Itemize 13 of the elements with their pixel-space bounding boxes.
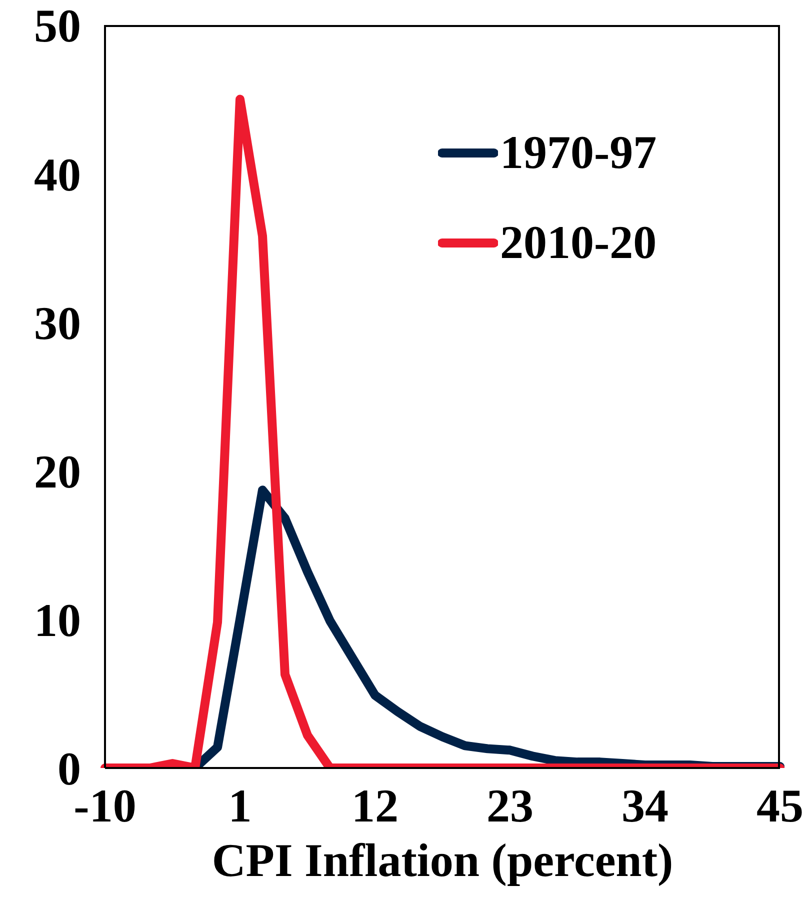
y-tick-label: 50 <box>34 0 81 53</box>
x-tick-label: 23 <box>486 780 534 832</box>
y-tick-label: 20 <box>34 446 81 498</box>
legend-label: 1970-97 <box>500 126 657 180</box>
x-tick-label: 12 <box>352 780 398 832</box>
x-tick-label: 45 <box>756 780 804 832</box>
y-tick-label: 40 <box>34 149 81 202</box>
x-axis-title: CPI Inflation (percent) <box>212 835 674 887</box>
y-tick-label: 30 <box>34 298 81 350</box>
x-tick-label: 34 <box>622 780 668 832</box>
y-tick-label: 10 <box>34 595 81 648</box>
legend-label: 2010-20 <box>500 216 657 270</box>
x-tick-label: 1 <box>228 780 252 832</box>
